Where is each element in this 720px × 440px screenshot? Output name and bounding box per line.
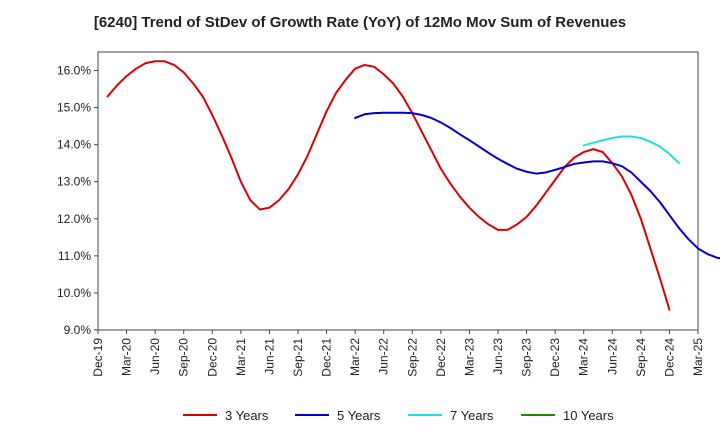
legend-swatch-7-years: [408, 414, 442, 416]
y-tick-label: 15.0%: [57, 101, 91, 115]
x-tick-label: Sep-23: [520, 338, 534, 377]
axes: [97, 51, 699, 331]
series-line-3-years: [106, 60, 671, 311]
legend-label-3-years: 3 Years: [225, 407, 269, 423]
x-tick-label: Mar-22: [348, 338, 362, 376]
legend-item-7-years: 7 Years: [408, 404, 493, 426]
legend-label-5-years: 5 Years: [337, 407, 381, 423]
y-tick-label: 13.0%: [57, 175, 91, 189]
series-line-5-years: [354, 111, 720, 260]
plot-area: [97, 51, 699, 331]
x-tick-label: Jun-20: [148, 338, 162, 375]
x-tick-label: Sep-24: [634, 338, 648, 377]
x-tick-label: Sep-20: [177, 338, 191, 377]
legend-label-7-years: 7 Years: [450, 407, 494, 423]
y-tick-label: 9.0%: [64, 323, 92, 337]
legend-swatch-10-years: [521, 414, 555, 416]
y-tick-label: 11.0%: [58, 249, 91, 263]
y-axis-ticks: 9.0% 10.0% 11.0% 12.0% 13.0% 14.0% 15.0% 16.0%: [57, 64, 98, 337]
x-tick-label: Mar-20: [120, 338, 134, 376]
y-tick-label: 12.0%: [57, 212, 91, 226]
x-tick-label: Dec-24: [662, 338, 676, 377]
x-tick-label: Jun-21: [262, 338, 276, 375]
legend-item-3-years: 3 Years: [183, 404, 268, 426]
x-tick-label: Mar-25: [691, 338, 705, 376]
legend-item-10-years: 10 Years: [521, 404, 614, 426]
chart-title: [6240] Trend of StDev of Growth Rate (Yo…: [93, 14, 627, 31]
x-tick-label: Jun-23: [491, 338, 505, 375]
x-tick-label: Jun-24: [605, 338, 619, 375]
y-tick-label: 10.0%: [57, 286, 91, 300]
y-tick-label: 16.0%: [57, 64, 91, 78]
x-tick-label: Sep-21: [291, 338, 305, 377]
x-tick-label: Jun-22: [377, 338, 391, 375]
legend-swatch-5-years: [295, 414, 329, 416]
series-lines: [106, 60, 720, 311]
chart-legend: 3 Years 5 Years 7 Years 10 Years: [0, 404, 720, 426]
x-tick-label: Dec-23: [548, 338, 562, 377]
x-tick-label: Mar-23: [462, 338, 476, 376]
x-tick-label: Dec-19: [91, 338, 105, 377]
y-tick-label: 14.0%: [57, 138, 91, 152]
x-tick-label: Mar-21: [234, 338, 248, 376]
series-line-7-years: [582, 135, 680, 165]
x-tick-label: Dec-21: [320, 338, 334, 377]
legend-item-5-years: 5 Years: [295, 404, 380, 426]
legend-label-10-years: 10 Years: [563, 407, 614, 423]
legend-swatch-3-years: [183, 414, 217, 416]
x-tick-label: Dec-20: [205, 338, 219, 377]
x-axis-ticks: Dec-19 Mar-20 Jun-20 Sep-20 Dec-20 Mar-21 Jun-…: [91, 330, 705, 377]
x-tick-label: Sep-22: [405, 338, 419, 377]
x-tick-label: Mar-24: [577, 338, 591, 376]
x-tick-label: Dec-22: [434, 338, 448, 377]
